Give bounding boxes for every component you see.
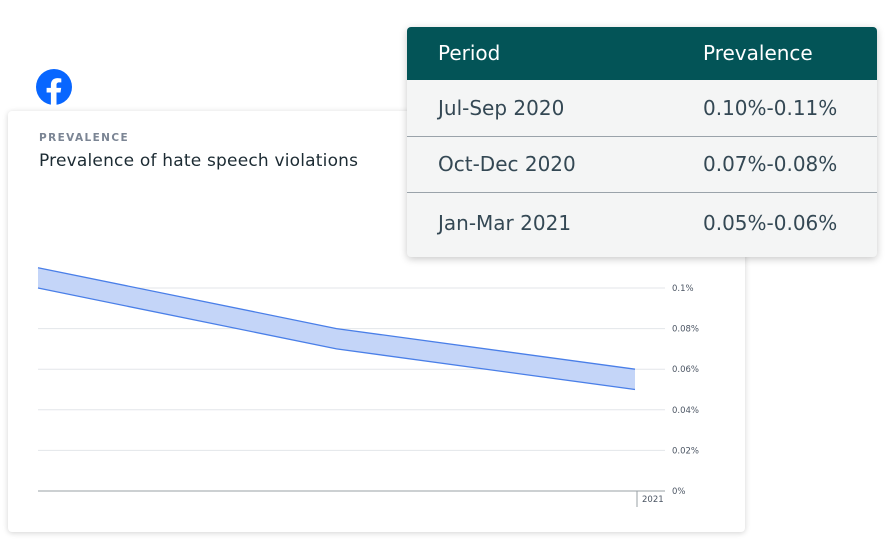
y-tick-label: 0.02% — [672, 446, 699, 456]
cell-prevalence: 0.07%-0.08% — [703, 152, 838, 176]
cell-prevalence: 0.05%-0.06% — [703, 211, 838, 235]
table-row: Oct-Dec 2020 0.07%-0.08% — [407, 136, 877, 192]
chart-eyebrow: PREVALENCE — [39, 132, 130, 144]
chart-title: Prevalence of hate speech violations — [39, 151, 359, 171]
header-period: Period — [438, 41, 501, 65]
table-row: Jan-Mar 2021 0.05%-0.06% — [407, 192, 877, 257]
cell-prevalence: 0.10%-0.11% — [703, 96, 838, 120]
upper-bound-line — [37, 267, 636, 370]
y-tick-label: 0.06% — [672, 365, 699, 375]
y-tick-label: 0.04% — [672, 406, 699, 416]
lower-bound-line — [37, 287, 636, 391]
facebook-logo-icon — [36, 69, 72, 105]
cell-period: Jan-Mar 2021 — [438, 211, 572, 235]
x-tick-label: 2021 — [642, 495, 664, 505]
y-tick-label: 0.08% — [672, 325, 699, 335]
y-tick-label: 0.1% — [672, 284, 694, 294]
prevalence-table: Period Prevalence Jul-Sep 2020 0.10%-0.1… — [407, 27, 877, 257]
y-tick-label: 0% — [672, 487, 686, 497]
table-header: Period Prevalence — [407, 27, 877, 80]
cell-period: Oct-Dec 2020 — [438, 152, 576, 176]
table-row: Jul-Sep 2020 0.10%-0.11% — [407, 80, 877, 136]
cell-period: Jul-Sep 2020 — [438, 96, 565, 120]
header-prevalence: Prevalence — [703, 41, 813, 65]
